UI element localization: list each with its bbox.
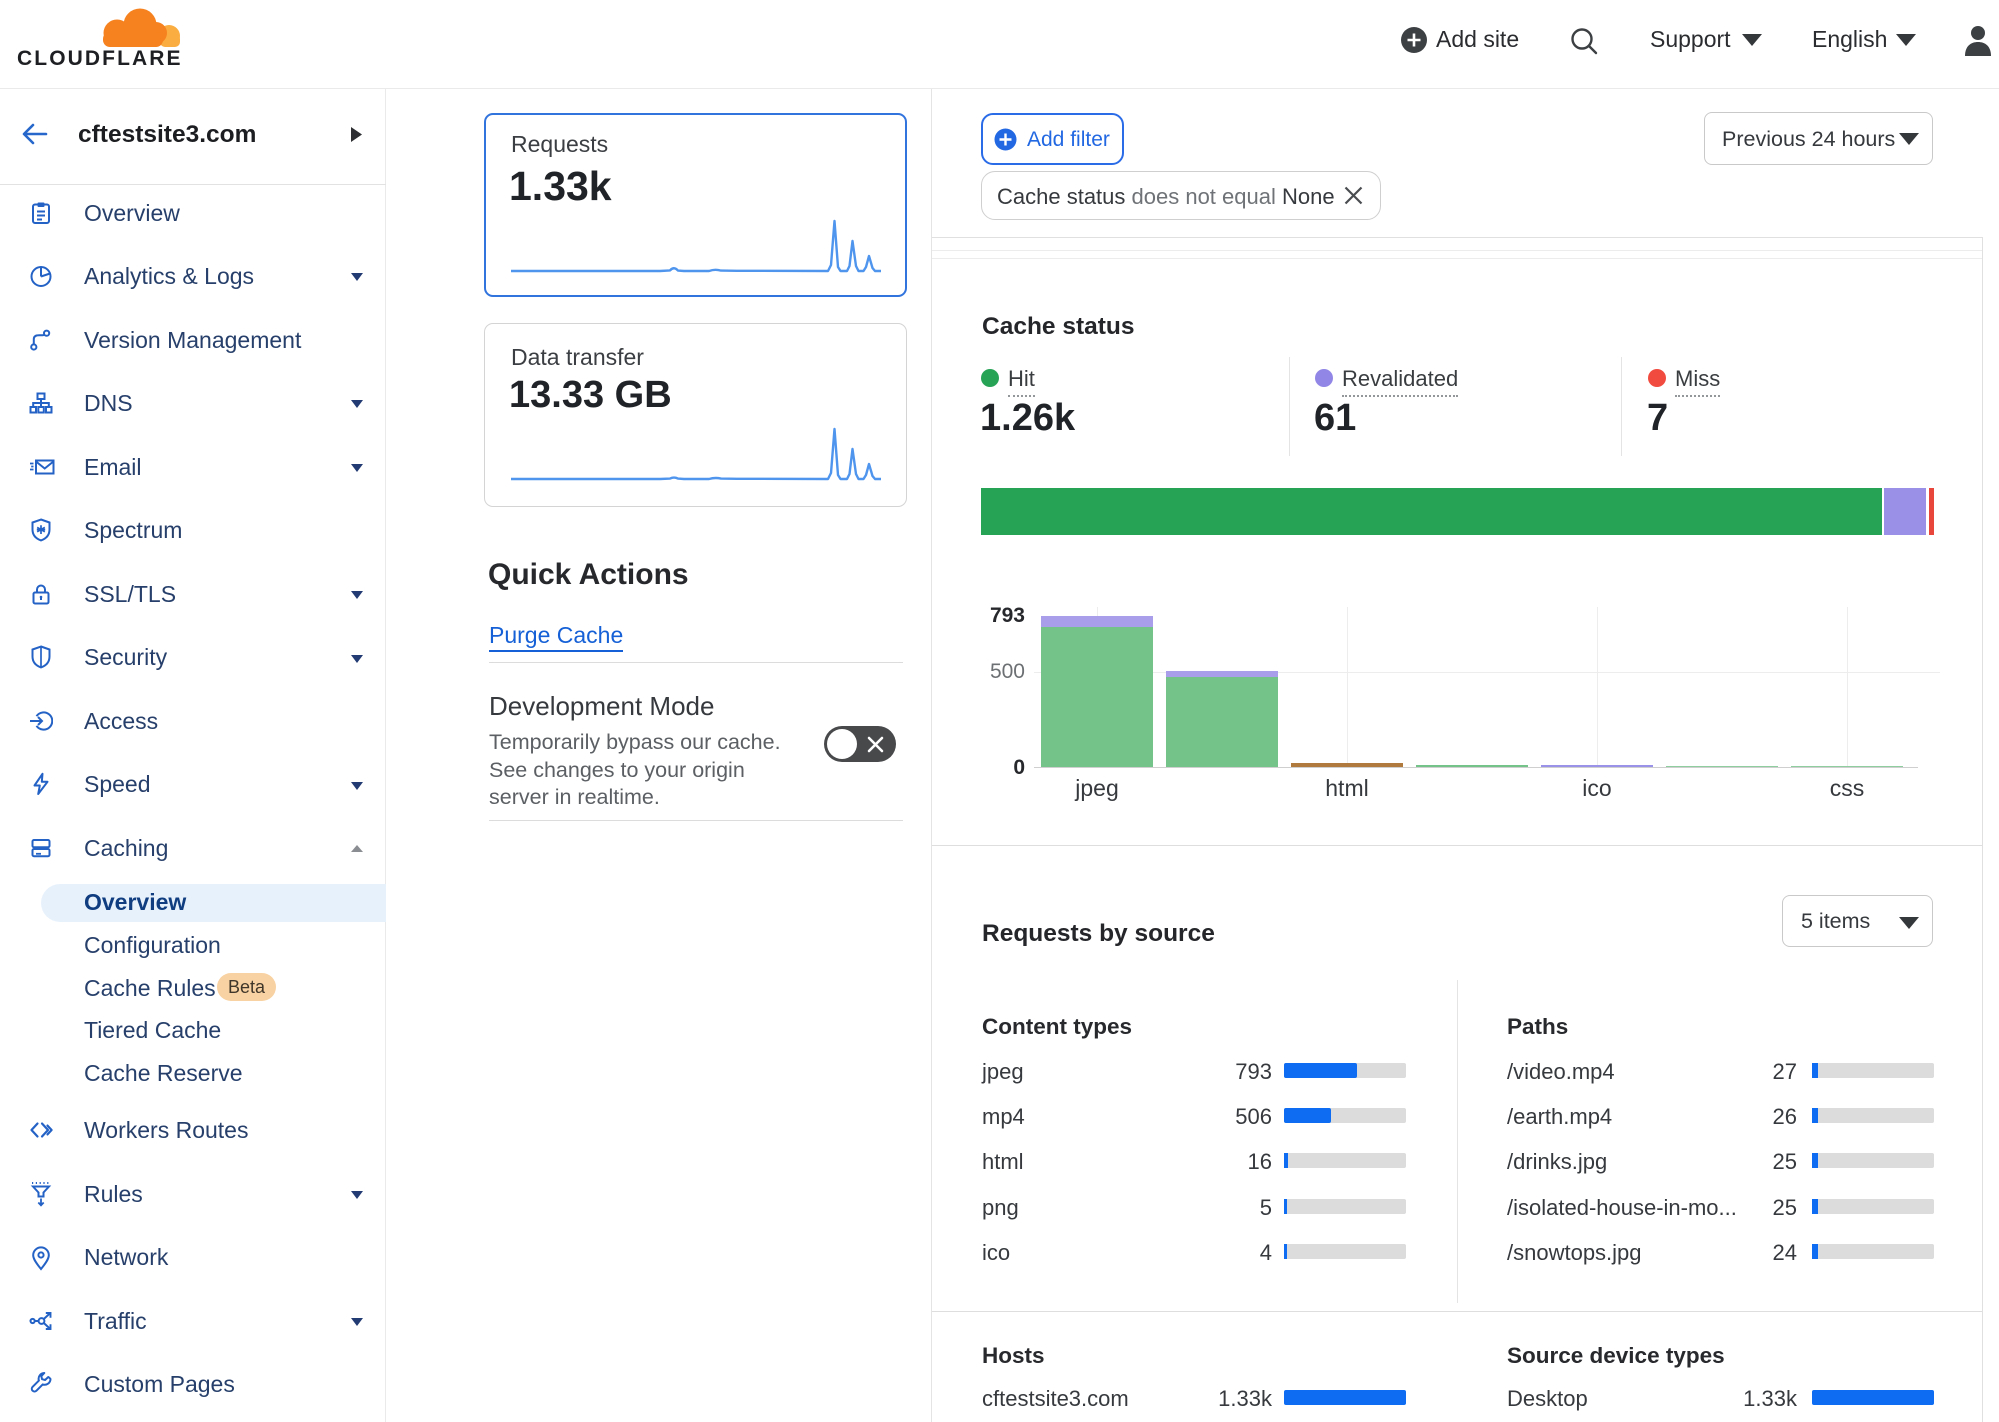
svg-text:CLOUDFLARE: CLOUDFLARE bbox=[17, 47, 183, 70]
